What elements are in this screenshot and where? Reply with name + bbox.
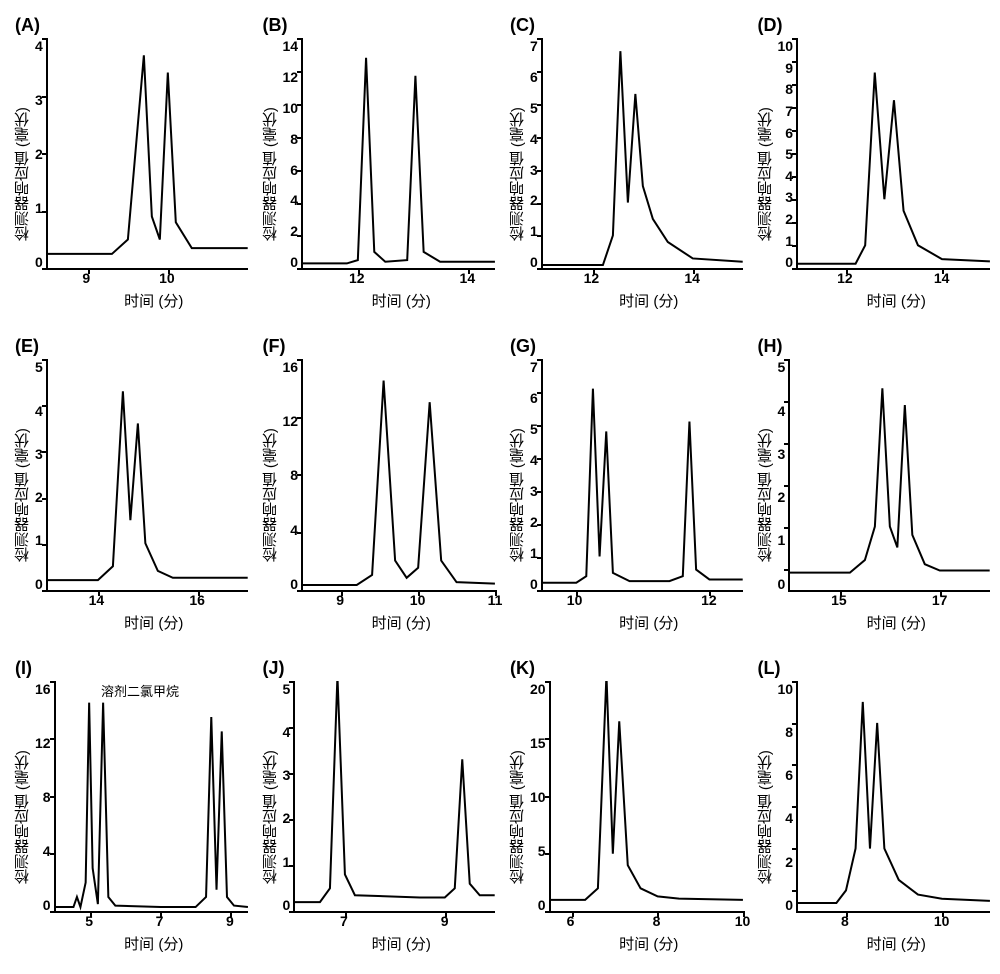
y-axis-label: 检测器响应值 (毫伏): [753, 681, 778, 954]
y-axis-label: 检测器响应值 (毫伏): [10, 681, 35, 954]
panel-label: (J): [263, 658, 285, 679]
x-axis-label: 时间 (分): [778, 612, 991, 633]
panel-A: (A)检测器响应值 (毫伏)43210910时间 (分): [10, 20, 248, 311]
panel-label: (K): [510, 658, 535, 679]
chromatogram-plot: [796, 681, 990, 913]
x-ticks: 1012: [541, 592, 743, 610]
y-axis-label: 检测器响应值 (毫伏): [258, 359, 283, 632]
x-axis-label: 时间 (分): [283, 290, 496, 311]
panel-label: (H): [758, 336, 783, 357]
panel-label: (L): [758, 658, 781, 679]
y-axis-label: 检测器响应值 (毫伏): [505, 359, 530, 632]
x-ticks: 810: [797, 913, 991, 931]
chromatogram-plot: [549, 681, 743, 913]
panel-E: (E)检测器响应值 (毫伏)5432101416时间 (分): [10, 341, 248, 632]
x-ticks: 579: [54, 913, 248, 931]
panel-D: (D)检测器响应值 (毫伏)1098765432101214时间 (分): [753, 20, 991, 311]
panel-F: (F)检测器响应值 (毫伏)161284091011时间 (分): [258, 341, 496, 632]
x-axis-label: 时间 (分): [530, 612, 743, 633]
y-axis-label: 检测器响应值 (毫伏): [505, 681, 530, 954]
x-axis-label: 时间 (分): [35, 290, 248, 311]
panel-label: (F): [263, 336, 286, 357]
panel-label: (E): [15, 336, 39, 357]
x-axis-label: 时间 (分): [35, 933, 248, 954]
annotation-text: 溶剂二氯甲烷: [101, 681, 179, 700]
x-axis-label: 时间 (分): [283, 612, 496, 633]
x-ticks: 6810: [549, 913, 743, 931]
chromatogram-plot: [46, 38, 248, 270]
panel-G: (G)检测器响应值 (毫伏)765432101012时间 (分): [505, 341, 743, 632]
chromatogram-plot: [293, 681, 495, 913]
panel-label: (D): [758, 15, 783, 36]
panel-B: (B)检测器响应值 (毫伏)141210864201214时间 (分): [258, 20, 496, 311]
y-ticks: 1086420: [778, 681, 797, 913]
x-ticks: 910: [46, 270, 248, 288]
x-axis-label: 时间 (分): [283, 933, 496, 954]
chromatogram-plot: 溶剂二氯甲烷: [54, 681, 248, 913]
x-ticks: 79: [294, 913, 496, 931]
y-axis-label: 检测器响应值 (毫伏): [753, 38, 778, 311]
y-axis-label: 检测器响应值 (毫伏): [753, 359, 778, 632]
panel-I: (I)检测器响应值 (毫伏)1612840溶剂二氯甲烷579时间 (分): [10, 663, 248, 954]
chromatogram-plot: [788, 359, 990, 591]
y-ticks: 543210: [283, 681, 294, 913]
y-axis-label: 检测器响应值 (毫伏): [10, 359, 35, 632]
y-axis-label: 检测器响应值 (毫伏): [258, 681, 283, 954]
panel-C: (C)检测器响应值 (毫伏)765432101214时间 (分): [505, 20, 743, 311]
y-axis-label: 检测器响应值 (毫伏): [505, 38, 530, 311]
chart-grid: (A)检测器响应值 (毫伏)43210910时间 (分)(B)检测器响应值 (毫…: [10, 20, 990, 954]
panel-label: (B): [263, 15, 288, 36]
chromatogram-plot: [301, 38, 495, 270]
chromatogram-plot: [46, 359, 248, 591]
x-ticks: 1214: [302, 270, 496, 288]
x-ticks: 1416: [46, 592, 248, 610]
x-axis-label: 时间 (分): [35, 612, 248, 633]
x-ticks: 91011: [302, 592, 496, 610]
panel-label: (I): [15, 658, 32, 679]
x-axis-label: 时间 (分): [530, 290, 743, 311]
panel-label: (A): [15, 15, 40, 36]
x-axis-label: 时间 (分): [778, 290, 991, 311]
y-ticks: 543210: [778, 359, 789, 591]
panel-label: (C): [510, 15, 535, 36]
y-axis-label: 检测器响应值 (毫伏): [258, 38, 283, 311]
chromatogram-plot: [796, 38, 990, 270]
y-ticks: 543210: [35, 359, 46, 591]
x-ticks: 1517: [789, 592, 991, 610]
y-axis-label: 检测器响应值 (毫伏): [10, 38, 35, 311]
panel-label: (G): [510, 336, 536, 357]
panel-J: (J)检测器响应值 (毫伏)54321079时间 (分): [258, 663, 496, 954]
chromatogram-plot: [541, 38, 743, 270]
x-ticks: 1214: [541, 270, 743, 288]
chromatogram-plot: [301, 359, 495, 591]
x-axis-label: 时间 (分): [778, 933, 991, 954]
panel-H: (H)检测器响应值 (毫伏)5432101517时间 (分): [753, 341, 991, 632]
x-axis-label: 时间 (分): [530, 933, 743, 954]
x-ticks: 1214: [797, 270, 991, 288]
chromatogram-plot: [541, 359, 743, 591]
panel-L: (L)检测器响应值 (毫伏)1086420810时间 (分): [753, 663, 991, 954]
panel-K: (K)检测器响应值 (毫伏)201510506810时间 (分): [505, 663, 743, 954]
